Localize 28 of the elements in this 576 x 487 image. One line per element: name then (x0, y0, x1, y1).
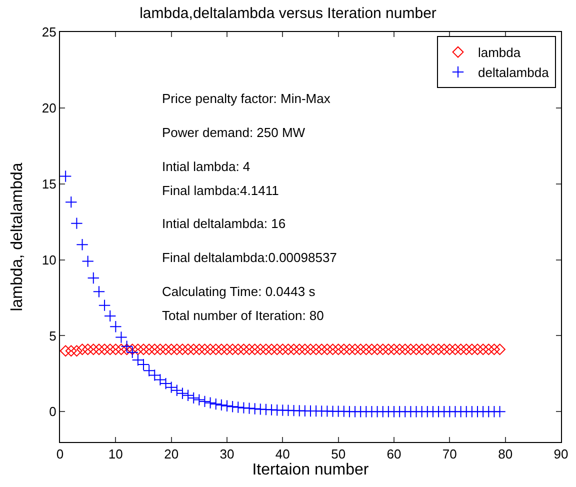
y-tick-label: 15 (42, 176, 56, 192)
annotation: Calculating Time: 0.0443 s (162, 284, 316, 299)
y-tick-label: 25 (42, 24, 56, 40)
annotation: Final deltalambda:0.00098537 (162, 250, 337, 265)
y-tick-label: 20 (42, 100, 56, 116)
x-tick-label: 40 (275, 446, 290, 462)
annotation: Total number of Iteration: 80 (162, 308, 324, 323)
x-tick-label: 90 (554, 446, 568, 462)
x-tick-label: 30 (220, 446, 234, 462)
x-tick-label: 20 (164, 446, 179, 462)
annotation: Intial deltalambda: 16 (162, 216, 286, 231)
x-tick-label: 10 (108, 446, 123, 462)
x-tick-label: 50 (331, 446, 346, 462)
annotation: Intial lambda: 4 (162, 159, 250, 174)
x-tick-label: 60 (386, 446, 402, 462)
x-tick-label: 70 (442, 446, 457, 462)
annotation: Power demand: 250 MW (162, 125, 306, 140)
legend-label: lambda (478, 45, 522, 60)
y-tick-label: 10 (42, 252, 56, 268)
annotation: Price penalty factor: Min-Max (162, 91, 331, 106)
chart-title: lambda,deltalambda versus Iteration number (140, 4, 436, 22)
y-tick-label: 0 (49, 404, 56, 420)
annotation: Final lambda:4.1411 (162, 183, 279, 198)
legend-label: deltalambda (478, 65, 550, 80)
y-axis-title: lambda, deltalambda (8, 162, 26, 312)
y-tick-label: 5 (49, 328, 56, 344)
x-axis-title: Itertaion number (252, 462, 370, 479)
x-tick-label: 80 (498, 446, 513, 462)
